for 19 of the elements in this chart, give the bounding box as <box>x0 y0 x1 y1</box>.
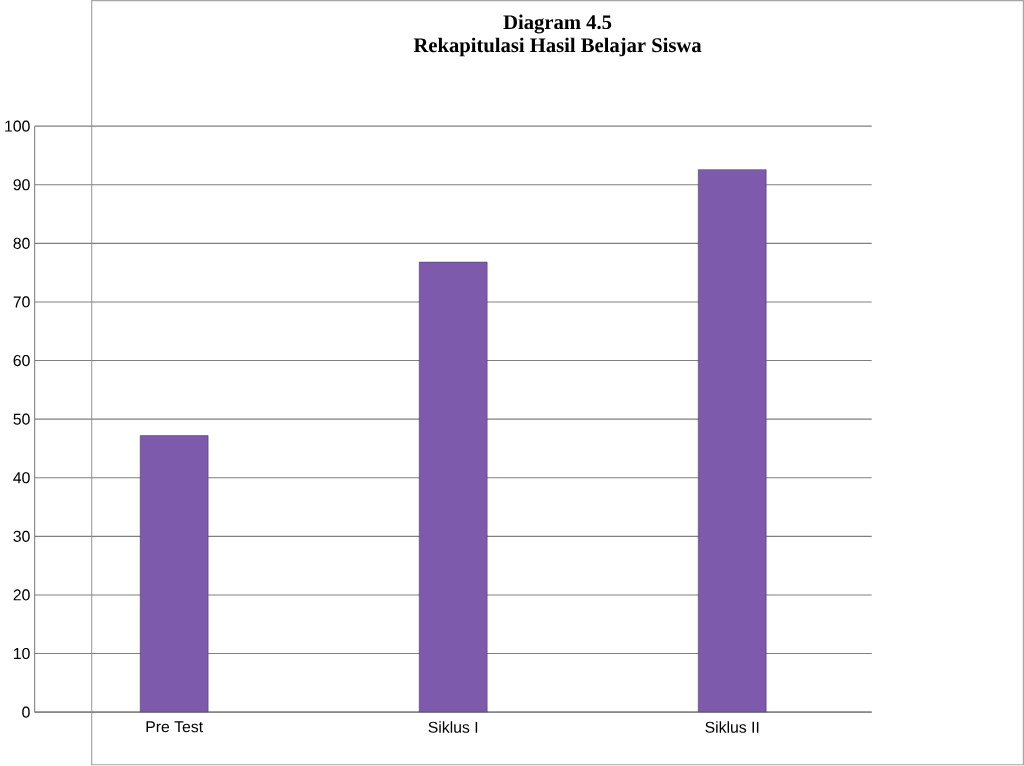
y-tick-label: 0 <box>22 706 30 718</box>
chart-title: Diagram 4.5 <box>503 14 612 34</box>
x-tick-label: Pre Test <box>146 721 203 733</box>
x-tick-label: Siklus II <box>705 721 759 734</box>
y-tick-label: 60 <box>13 355 30 367</box>
y-tick-label: 40 <box>13 472 30 484</box>
y-tick-label: 20 <box>13 589 30 601</box>
y-tick-label: 30 <box>13 530 30 543</box>
y-tick-label: 100 <box>5 120 30 132</box>
y-tick-label: 70 <box>13 296 30 308</box>
bar <box>139 435 209 713</box>
y-tick-label: 10 <box>14 648 30 660</box>
bar <box>698 169 767 713</box>
y-tick-label: 90 <box>13 179 30 191</box>
y-tick-label: 80 <box>13 238 30 250</box>
bar <box>418 262 488 713</box>
x-tick-label: Siklus I <box>428 721 478 734</box>
chart-subtitle: Rekapitulasi Hasil Belajar Siswa <box>413 37 702 57</box>
y-tick-label: 50 <box>13 413 30 425</box>
